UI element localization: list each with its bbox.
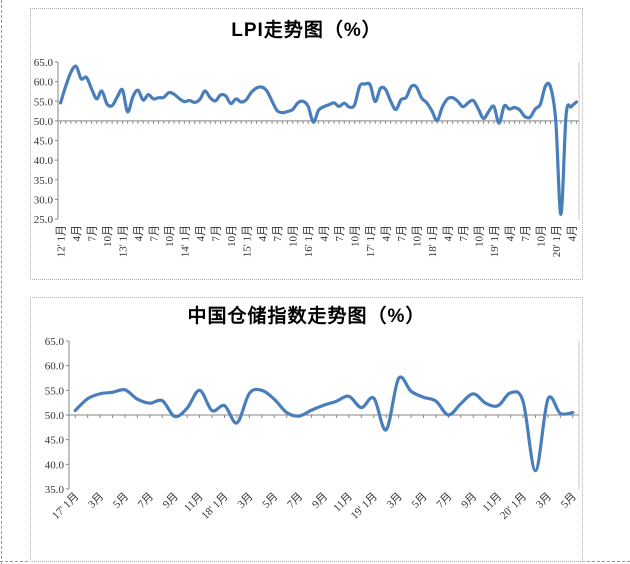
svg-text:9月: 9月 <box>459 491 479 511</box>
svg-text:10月: 10月 <box>350 225 362 247</box>
svg-text:19' 1月: 19' 1月 <box>349 491 380 522</box>
svg-text:4月: 4月 <box>566 225 578 242</box>
svg-text:7月: 7月 <box>285 491 305 511</box>
svg-text:35.0: 35.0 <box>45 484 65 496</box>
svg-text:5月: 5月 <box>559 491 579 511</box>
svg-text:7月: 7月 <box>434 491 454 511</box>
svg-text:18' 1月: 18' 1月 <box>427 225 439 257</box>
svg-text:60.0: 60.0 <box>34 77 54 89</box>
svg-text:7月: 7月 <box>136 491 156 511</box>
svg-text:45.0: 45.0 <box>34 136 54 148</box>
svg-text:5月: 5月 <box>260 491 280 511</box>
svg-text:4月: 4月 <box>71 225 83 242</box>
svg-text:3月: 3月 <box>385 491 405 511</box>
svg-text:10月: 10月 <box>412 225 424 247</box>
svg-text:7月: 7月 <box>272 225 284 242</box>
svg-text:4月: 4月 <box>195 225 207 242</box>
svg-text:4月: 4月 <box>133 225 145 242</box>
svg-text:30.0: 30.0 <box>34 194 54 206</box>
svg-text:9月: 9月 <box>161 491 181 511</box>
svg-text:7月: 7月 <box>210 225 222 242</box>
svg-text:7月: 7月 <box>396 225 408 242</box>
svg-text:20' 1月: 20' 1月 <box>498 491 529 522</box>
svg-text:5月: 5月 <box>409 491 429 511</box>
svg-text:4月: 4月 <box>442 225 454 242</box>
svg-text:18' 1月: 18' 1月 <box>199 491 230 522</box>
svg-text:40.0: 40.0 <box>45 459 65 471</box>
svg-text:7月: 7月 <box>334 225 346 242</box>
page-border-left <box>1 0 2 564</box>
svg-text:12' 1月: 12' 1月 <box>56 225 68 257</box>
svg-text:10月: 10月 <box>473 225 485 247</box>
svg-text:3月: 3月 <box>86 491 106 511</box>
svg-text:15' 1月: 15' 1月 <box>241 225 253 257</box>
svg-text:10月: 10月 <box>226 225 238 247</box>
svg-text:25.0: 25.0 <box>34 214 54 226</box>
svg-text:7月: 7月 <box>458 225 470 242</box>
lpi-chart-canvas: 65.0 60.0 55.0 50.0 45.0 40.0 35.0 30.0 25.012' … <box>34 57 580 257</box>
lpi-chart-title: LPI走势图（%） <box>231 20 382 41</box>
warehouse-index-chart: 65.0 60.0 55.0 50.0 45.0 40.0 35.0 17' 1月 3月 5月 7月… <box>30 297 583 562</box>
svg-text:14' 1月: 14' 1月 <box>179 225 191 257</box>
svg-text:5月: 5月 <box>111 491 131 511</box>
svg-text:4月: 4月 <box>319 225 331 242</box>
svg-text:10月: 10月 <box>288 225 300 247</box>
svg-text:35.0: 35.0 <box>34 175 54 187</box>
svg-text:50.0: 50.0 <box>34 116 54 128</box>
svg-text:65.0: 65.0 <box>45 336 65 348</box>
svg-text:55.0: 55.0 <box>45 385 65 397</box>
svg-text:9月: 9月 <box>310 491 330 511</box>
svg-text:45.0: 45.0 <box>45 435 65 447</box>
svg-text:3月: 3月 <box>235 491 255 511</box>
svg-text:7月: 7月 <box>87 225 99 242</box>
svg-text:55.0: 55.0 <box>34 96 54 108</box>
warehouse-index-chart-canvas: 65.060.055.050.045.040.035.017' 1月 3月 5月 7月… <box>45 336 580 522</box>
svg-text:19' 1月: 19' 1月 <box>489 225 501 257</box>
svg-text:7月: 7月 <box>148 225 160 242</box>
svg-text:4月: 4月 <box>257 225 269 242</box>
svg-text:10月: 10月 <box>164 225 176 247</box>
svg-text:65.0: 65.0 <box>34 57 54 69</box>
svg-text:60.0: 60.0 <box>45 361 65 373</box>
svg-text:17' 1月: 17' 1月 <box>365 225 377 257</box>
svg-text:7月: 7月 <box>520 225 532 242</box>
svg-text:50.0: 50.0 <box>45 410 65 422</box>
svg-text:4月: 4月 <box>381 225 393 242</box>
svg-text:4月: 4月 <box>504 225 516 242</box>
lpi-chart: 65.0 60.0 55.0 50.0 45.0 40.0 35.0 30.0 25.0 12' … <box>30 8 583 280</box>
svg-text:16' 1月: 16' 1月 <box>303 225 315 257</box>
warehouse-index-chart-title: 中国仓储指数走势图（%） <box>187 306 426 327</box>
svg-text:10月: 10月 <box>102 225 114 247</box>
svg-text:10月: 10月 <box>535 225 547 247</box>
svg-text:3月: 3月 <box>534 491 554 511</box>
svg-text:20' 1月: 20' 1月 <box>551 225 563 257</box>
svg-text:13' 1月: 13' 1月 <box>117 225 129 257</box>
svg-text:40.0: 40.0 <box>34 155 54 167</box>
